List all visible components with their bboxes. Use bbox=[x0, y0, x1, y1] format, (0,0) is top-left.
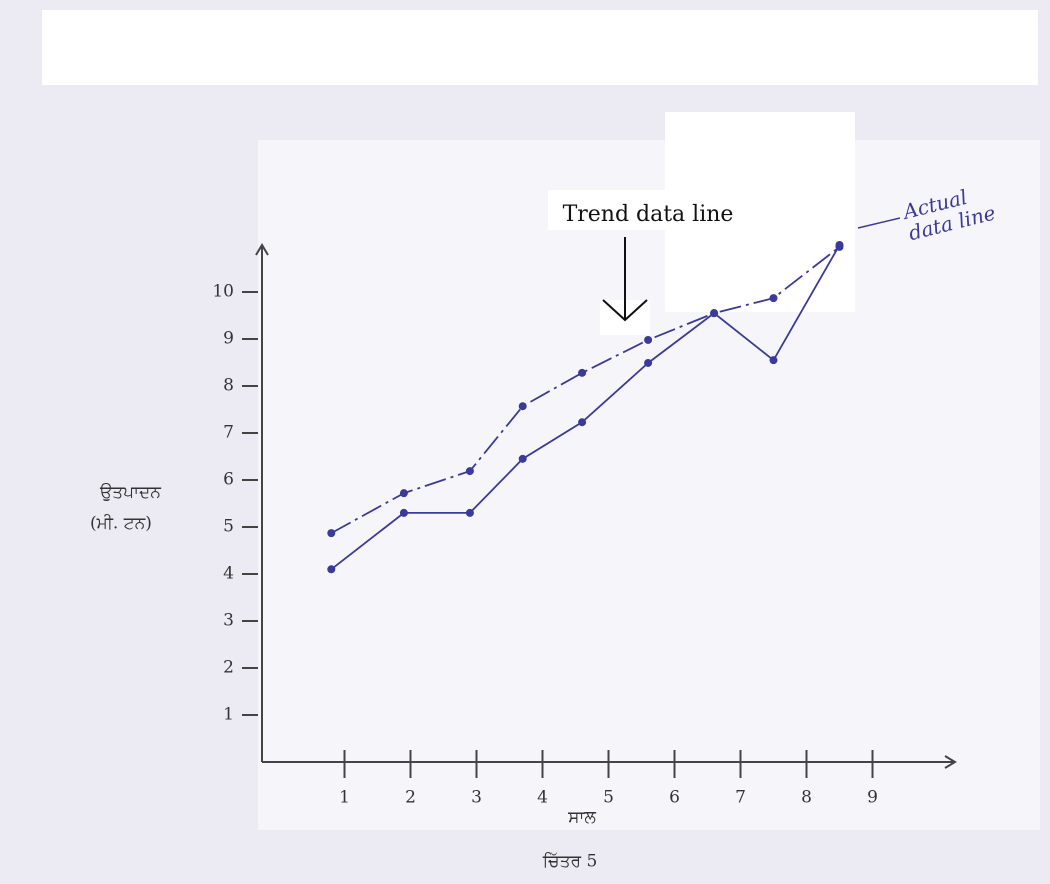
annotation-arrow-head bbox=[602, 299, 648, 322]
x-tick-label: 4 bbox=[537, 788, 548, 808]
x-tick-label: 9 bbox=[867, 788, 878, 808]
masked-area bbox=[548, 190, 738, 230]
data-point bbox=[578, 368, 587, 377]
masked-area bbox=[42, 10, 1038, 85]
y-tick-label: 7 bbox=[223, 423, 234, 443]
y-axis-label: ਉਤਪਾਦਨ bbox=[99, 483, 161, 503]
x-tick-label: 3 bbox=[471, 788, 482, 808]
x-axis-arrow bbox=[944, 755, 957, 769]
data-point bbox=[399, 489, 408, 498]
data-point bbox=[327, 529, 336, 538]
x-axis-label: ਸਾਲ bbox=[567, 808, 596, 828]
series-annotation: Trend data line bbox=[563, 202, 734, 227]
y-tick-label: 6 bbox=[223, 470, 234, 490]
data-point bbox=[644, 335, 653, 344]
data-point bbox=[644, 358, 653, 367]
y-tick-label: 1 bbox=[223, 705, 234, 725]
y-tick-label: 4 bbox=[223, 564, 234, 584]
x-tick-label: 1 bbox=[339, 788, 350, 808]
y-tick-label: 8 bbox=[223, 376, 234, 396]
data-point bbox=[465, 467, 474, 476]
data-point bbox=[769, 356, 778, 365]
y-axis-arrow bbox=[255, 243, 269, 256]
x-tick-label: 5 bbox=[603, 788, 614, 808]
x-tick-label: 2 bbox=[405, 788, 416, 808]
x-tick-label: 7 bbox=[735, 788, 746, 808]
data-point bbox=[710, 309, 719, 318]
paper bbox=[258, 140, 1040, 830]
annotation-pointer bbox=[857, 217, 901, 229]
y-tick-label: 2 bbox=[223, 658, 234, 678]
data-point bbox=[518, 454, 527, 463]
data-point bbox=[465, 508, 474, 517]
y-tick-label: 5 bbox=[223, 517, 234, 537]
data-point bbox=[518, 402, 527, 411]
data-point bbox=[327, 565, 336, 574]
caption: ਚਿੱਤਰ 5 bbox=[542, 852, 598, 872]
y-axis-label: (ਮੀ. ਟਨ) bbox=[90, 514, 152, 534]
x-tick-label: 8 bbox=[801, 788, 812, 808]
data-point bbox=[399, 508, 408, 517]
y-tick-label: 3 bbox=[223, 611, 234, 631]
data-line bbox=[330, 246, 841, 534]
y-tick-label: 10 bbox=[212, 282, 234, 302]
x-tick-label: 6 bbox=[669, 788, 680, 808]
data-point bbox=[835, 241, 844, 249]
data-point bbox=[769, 294, 778, 303]
y-tick-label: 9 bbox=[223, 329, 234, 349]
data-point bbox=[578, 418, 587, 427]
